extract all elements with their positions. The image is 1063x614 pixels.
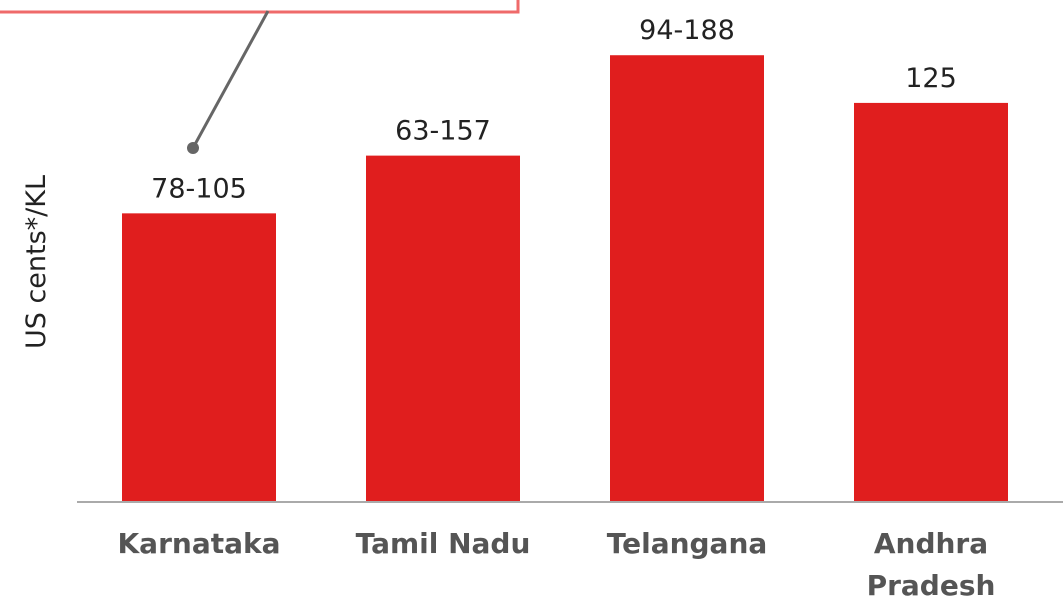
callout-leader <box>191 10 270 149</box>
bar <box>610 55 764 502</box>
y-axis-label: US cents*/KL <box>21 175 52 349</box>
bar <box>854 102 1008 502</box>
value-label: 78-105 <box>151 173 247 204</box>
value-label: 125 <box>905 63 957 94</box>
value-label: 94-188 <box>639 15 735 46</box>
bar <box>366 155 520 502</box>
x-tick-label: Tamil Nadu <box>356 527 531 560</box>
x-tick-label: Andhra Pradesh <box>867 527 996 602</box>
value-label: 63-157 <box>395 116 491 147</box>
callout-dot <box>187 142 199 154</box>
x-tick-label: Karnataka <box>117 527 280 560</box>
x-tick-label: Telangana <box>607 527 768 560</box>
callout-box <box>0 0 520 14</box>
bar <box>122 213 276 502</box>
